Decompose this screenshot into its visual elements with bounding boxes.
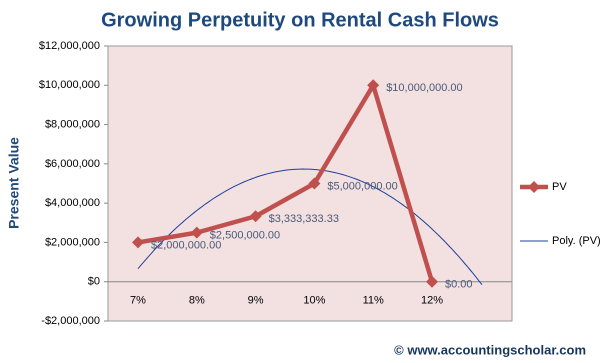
chart-title: Growing Perpetuity on Rental Cash Flows (101, 9, 499, 31)
x-tick-label: 12% (421, 295, 443, 307)
y-tick-label: $12,000,000 (39, 40, 100, 52)
footer: © www.accountingscholar.com (394, 342, 586, 357)
data-label: $5,000,000.00 (327, 180, 397, 192)
data-label: $0.00 (445, 279, 473, 291)
y-tick-label: $0 (88, 276, 100, 288)
x-tick-label: 11% (363, 295, 384, 307)
data-point (190, 226, 203, 239)
y-tick-label: $2,000,000 (45, 236, 100, 248)
series-line (137, 83, 435, 283)
y-tick-label: $6,000,000 (45, 158, 100, 170)
legend-label: PV (552, 181, 567, 193)
y-tick-label: -$2,000,000 (41, 315, 100, 327)
legend-label: Poly. (PV) (552, 235, 601, 247)
y-tick-label: $10,000,000 (39, 79, 100, 91)
trendline (137, 168, 483, 286)
x-tick-label: 8% (189, 295, 205, 307)
y-axis-label: Present Value (6, 137, 22, 229)
data-point (308, 177, 321, 190)
data-label: $2,500,000.00 (210, 230, 280, 242)
x-tick-label: 9% (248, 295, 264, 307)
data-point (132, 236, 144, 249)
legend-marker (528, 181, 540, 193)
data-label: $3,333,333.33 (269, 213, 339, 225)
data-label: $2,000,000.00 (151, 239, 221, 251)
x-tick-label: 7% (130, 295, 146, 307)
data-point (426, 275, 438, 288)
x-tick-label: 10% (303, 295, 325, 307)
data-point (367, 79, 380, 92)
y-tick-label: $8,000,000 (45, 118, 100, 130)
data-label: $10,000,000.00 (386, 82, 462, 94)
y-tick-label: $4,000,000 (45, 197, 100, 209)
data-point (249, 210, 262, 223)
